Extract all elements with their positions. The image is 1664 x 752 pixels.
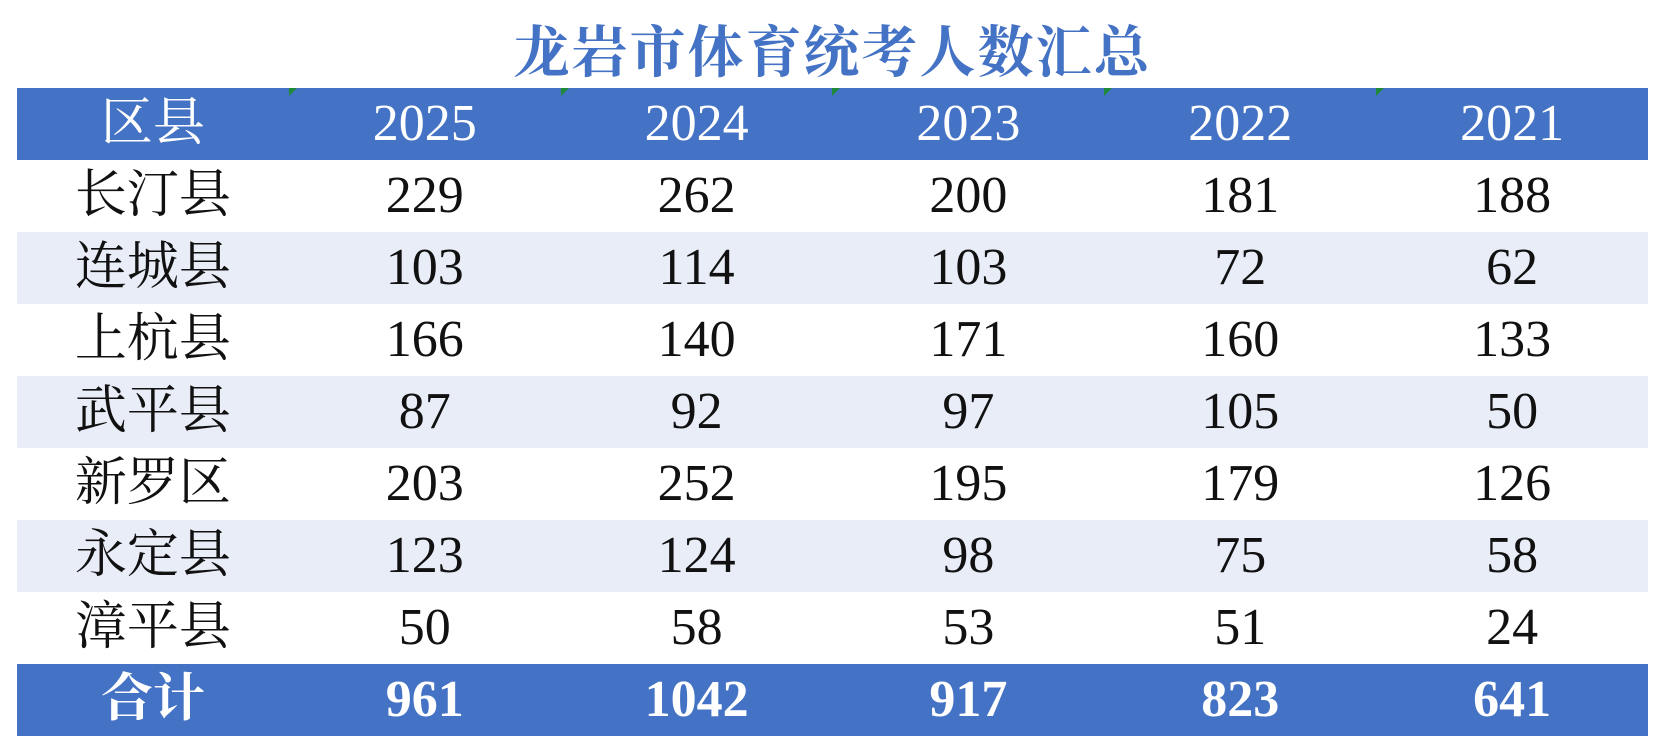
cell: 252 xyxy=(657,455,736,512)
cell: 200 xyxy=(929,167,1008,224)
cell: 171 xyxy=(929,311,1008,368)
cell: 114 xyxy=(560,232,833,304)
cell: 126 xyxy=(1473,455,1552,512)
sheet: 龙岩市体育统考人数汇总 区县 2025 2024 2023 2022 2021 长汀县 229… xyxy=(17,16,1648,737)
cell: 2021 xyxy=(1376,88,1648,160)
row-label: 漳平县 xyxy=(74,599,231,656)
cell: 50 xyxy=(1376,376,1648,448)
cell: 160 xyxy=(1201,311,1280,368)
cell: 103 xyxy=(832,232,1105,304)
cell: 75 xyxy=(1104,520,1377,592)
cell: 917 xyxy=(832,664,1105,736)
table: 区县 2025 2024 2023 2022 2021 长汀县 229 262 200 181 188… xyxy=(17,88,1648,736)
cell: 133 xyxy=(1473,311,1552,368)
title: 龙岩市体育统考人数汇总 xyxy=(513,23,1152,85)
cell: 72 xyxy=(1104,232,1377,304)
cell: 203 xyxy=(385,455,464,512)
data-row: 新罗区 203 252 195 179 126 xyxy=(17,448,1648,520)
cell: 140 xyxy=(657,311,736,368)
cell: 24 xyxy=(1486,599,1539,656)
cell: 58 xyxy=(670,599,723,656)
data-row: 长汀县 229 262 200 181 188 xyxy=(17,160,1648,232)
cell: 641 xyxy=(1376,664,1648,736)
cell: 98 xyxy=(832,520,1105,592)
cell: 181 xyxy=(1201,167,1280,224)
cell: 2023 xyxy=(832,88,1105,160)
cell: 1042 xyxy=(560,664,833,736)
cell: 262 xyxy=(657,167,736,224)
cell: 97 xyxy=(832,376,1105,448)
cell: 124 xyxy=(560,520,833,592)
row-label: 武平县 xyxy=(17,376,289,448)
cell: 58 xyxy=(1376,520,1648,592)
cell: 188 xyxy=(1473,167,1552,224)
cell: 179 xyxy=(1201,455,1280,512)
cell: 103 xyxy=(288,232,561,304)
cell: 53 xyxy=(942,599,995,656)
cell: 229 xyxy=(385,167,464,224)
data-row: 连城县 103 114 103 72 62 xyxy=(17,232,1648,304)
row-label: 连城县 xyxy=(17,232,289,304)
cell: 2022 xyxy=(1104,88,1377,160)
cell: 2025 xyxy=(288,88,561,160)
data-row: 漳平县 50 58 53 51 24 xyxy=(17,592,1648,664)
data-row: 武平县 87 92 97 105 50 xyxy=(17,376,1648,448)
row-label: 区县 xyxy=(17,88,289,160)
cell: 2024 xyxy=(560,88,833,160)
cell: 51 xyxy=(1214,599,1267,656)
total-row: 合计 961 1042 917 823 641 xyxy=(17,664,1648,736)
row-label: 永定县 xyxy=(17,520,289,592)
cell: 92 xyxy=(560,376,833,448)
data-row: 永定县 123 124 98 75 58 xyxy=(17,520,1648,592)
row-label: 长汀县 xyxy=(74,167,231,224)
row-label: 合计 xyxy=(17,664,289,736)
cell: 62 xyxy=(1376,232,1648,304)
row-label: 上杭县 xyxy=(74,311,231,368)
cell: 105 xyxy=(1104,376,1377,448)
cell: 87 xyxy=(288,376,561,448)
row-label: 新罗区 xyxy=(74,455,231,512)
cell: 50 xyxy=(398,599,451,656)
cell: 961 xyxy=(288,664,561,736)
cell: 123 xyxy=(288,520,561,592)
cell: 823 xyxy=(1104,664,1377,736)
header-row: 区县 2025 2024 2023 2022 2021 xyxy=(17,88,1648,160)
data-row: 上杭县 166 140 171 160 133 xyxy=(17,304,1648,376)
cell: 195 xyxy=(929,455,1008,512)
cell: 166 xyxy=(385,311,464,368)
